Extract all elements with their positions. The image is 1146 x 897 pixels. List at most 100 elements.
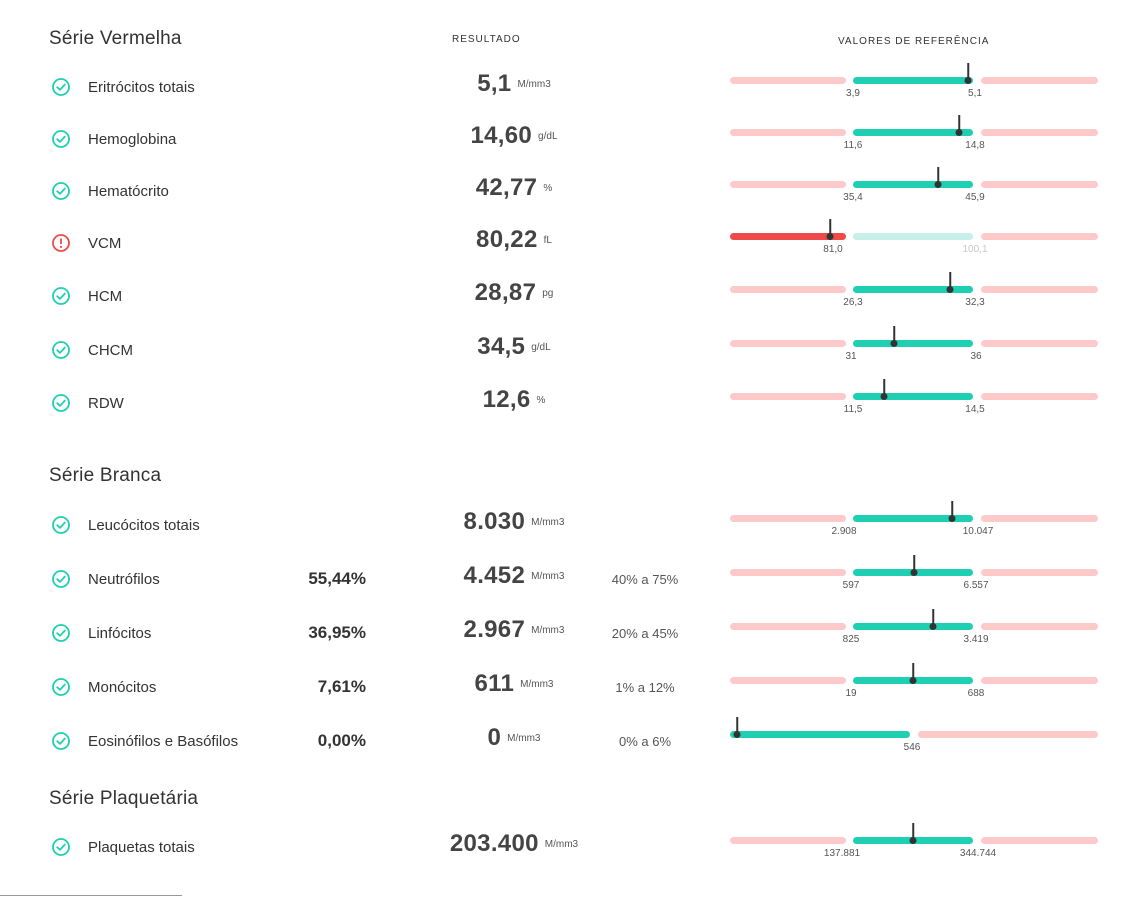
gauge-segment-high bbox=[981, 286, 1098, 293]
test-name: HCM bbox=[88, 288, 123, 305]
result-row: Eosinófilos e Basófilos 0,00% 0 M/mm3 0% a 6… bbox=[0, 717, 1146, 762]
reference-low-label: 2.908 bbox=[831, 526, 857, 537]
reference-percent-range: 20% a 45% bbox=[611, 626, 679, 641]
result-column-header: RESULTADO bbox=[452, 34, 521, 45]
gauge-segment-high bbox=[981, 677, 1098, 684]
reference-low-label: 19 bbox=[845, 688, 857, 699]
test-name: Eritrócitos totais bbox=[88, 79, 195, 96]
result-unit: M/mm3 bbox=[517, 79, 551, 90]
reference-gauge: 546 bbox=[730, 717, 1098, 762]
result-value: 4.452 bbox=[463, 562, 526, 589]
check-circle-icon bbox=[52, 516, 70, 534]
gauge-segment-mid bbox=[853, 393, 973, 400]
reference-low-label: 825 bbox=[842, 634, 860, 645]
gauge-segment-high bbox=[918, 731, 1098, 738]
gauge-segment-high bbox=[981, 233, 1098, 240]
result-marker-dot bbox=[890, 340, 898, 347]
reference-percent-range: 1% a 12% bbox=[615, 680, 675, 695]
result-marker-dot bbox=[964, 77, 972, 84]
result-value: 14,60 bbox=[470, 122, 533, 149]
section-title-red-series: Série Vermelha bbox=[49, 28, 182, 49]
result-value-group: 4.452 M/mm3 bbox=[240, 562, 788, 590]
result-marker-dot bbox=[955, 129, 963, 136]
reference-gauge: 137.881 344.744 bbox=[730, 823, 1098, 868]
test-name: Hemoglobina bbox=[88, 131, 177, 148]
gauge-segment-low bbox=[730, 515, 846, 522]
test-name: RDW bbox=[88, 395, 124, 412]
result-row: VCM 80,22 fL 81,0 100,1 bbox=[0, 219, 1146, 264]
check-circle-icon bbox=[52, 624, 70, 642]
check-circle-icon bbox=[52, 516, 70, 534]
result-row: Hematócrito 42,77% 35,4 45,9 bbox=[0, 167, 1146, 212]
check-circle-icon bbox=[52, 838, 70, 856]
gauge-segment-mid bbox=[853, 77, 973, 84]
result-value-group: 12,6% bbox=[240, 386, 788, 414]
check-circle-icon bbox=[52, 78, 70, 96]
result-unit: % bbox=[536, 395, 546, 406]
result-unit: M/mm3 bbox=[531, 517, 565, 528]
test-name: Eosinófilos e Basófilos bbox=[88, 733, 239, 750]
result-value-group: 34,5 g/dL bbox=[240, 333, 788, 361]
result-value: 80,22 bbox=[476, 226, 538, 253]
gauge-segment-high bbox=[981, 569, 1098, 576]
result-value-group: 2.967 M/mm3 bbox=[240, 616, 788, 644]
reference-high-label: 3.419 bbox=[963, 634, 989, 645]
check-circle-icon bbox=[52, 130, 70, 148]
result-row: Eritrócitos totais 5,1 M/mm3 3,9 5,1 bbox=[0, 63, 1146, 108]
check-circle-icon bbox=[52, 287, 70, 305]
result-unit: pg bbox=[542, 288, 554, 299]
reference-gauge: 19 688 bbox=[730, 663, 1098, 708]
reference-high-label: 546 bbox=[903, 742, 921, 753]
check-circle-icon bbox=[52, 130, 70, 148]
reference-gauge: 11,6 14,8 bbox=[730, 115, 1098, 160]
test-name: VCM bbox=[88, 235, 122, 252]
result-marker-dot bbox=[909, 677, 917, 684]
check-circle-icon bbox=[52, 732, 70, 750]
result-marker-dot bbox=[733, 731, 741, 738]
gauge-segment-mid-pale bbox=[853, 233, 973, 240]
result-unit: M/mm3 bbox=[544, 839, 579, 850]
gauge-segment-mid bbox=[853, 181, 973, 188]
reference-gauge: 597 6.557 bbox=[730, 555, 1098, 600]
gauge-segment-mid bbox=[730, 731, 910, 738]
result-marker-line bbox=[912, 823, 914, 839]
reference-gauge: 3,9 5,1 bbox=[730, 63, 1098, 108]
reference-low-label: 137.881 bbox=[823, 848, 861, 859]
gauge-segment-high bbox=[981, 340, 1098, 347]
result-row: HCM 28,87 pg 26,3 32,3 bbox=[0, 272, 1146, 317]
gauge-segment-low bbox=[730, 340, 846, 347]
reference-low-label: 31 bbox=[845, 351, 857, 362]
result-value-group: 42,77% bbox=[240, 174, 788, 202]
gauge-segment-low bbox=[730, 569, 846, 576]
reference-high-label: 6.557 bbox=[963, 580, 989, 591]
result-value-group: 8.030 M/mm3 bbox=[240, 508, 788, 536]
gauge-segment-low bbox=[730, 677, 846, 684]
reference-low-label: 11,6 bbox=[843, 140, 863, 151]
result-row: RDW 12,6% 11,5 14,5 bbox=[0, 379, 1146, 424]
test-name: Neutrófilos bbox=[88, 571, 160, 588]
reference-high-label: 10.047 bbox=[962, 526, 994, 537]
reference-column-header: VALORES DE REFERÊNCIA bbox=[838, 36, 990, 47]
check-circle-icon bbox=[52, 182, 70, 200]
check-circle-icon bbox=[52, 78, 70, 96]
result-marker-dot bbox=[929, 623, 937, 630]
reference-high-label: 14,5 bbox=[965, 404, 985, 415]
result-unit: % bbox=[543, 183, 553, 194]
result-marker-line bbox=[937, 167, 939, 183]
gauge-segment-mid bbox=[853, 129, 973, 136]
result-marker-dot bbox=[880, 393, 888, 400]
gauge-segment-high bbox=[981, 837, 1098, 844]
result-value: 2.967 bbox=[463, 616, 526, 643]
gauge-segment-low bbox=[730, 623, 846, 630]
gauge-segment-low bbox=[730, 393, 846, 400]
result-row: Plaquetas totais 203.400 M/mm3 137.881 344.7… bbox=[0, 823, 1146, 868]
test-name: Leucócitos totais bbox=[88, 517, 200, 534]
gauge-segment-low-alert bbox=[730, 233, 846, 240]
result-row: Neutrófilos 55,44% 4.452 M/mm3 40% a 75% 597 6… bbox=[0, 555, 1146, 600]
reference-low-label: 26,3 bbox=[843, 297, 863, 308]
result-value-group: 28,87 pg bbox=[240, 279, 788, 307]
reference-high-label: 36 bbox=[970, 351, 982, 362]
result-marker-line bbox=[932, 609, 934, 625]
check-circle-icon bbox=[52, 182, 70, 200]
test-name: Monócitos bbox=[88, 679, 157, 696]
